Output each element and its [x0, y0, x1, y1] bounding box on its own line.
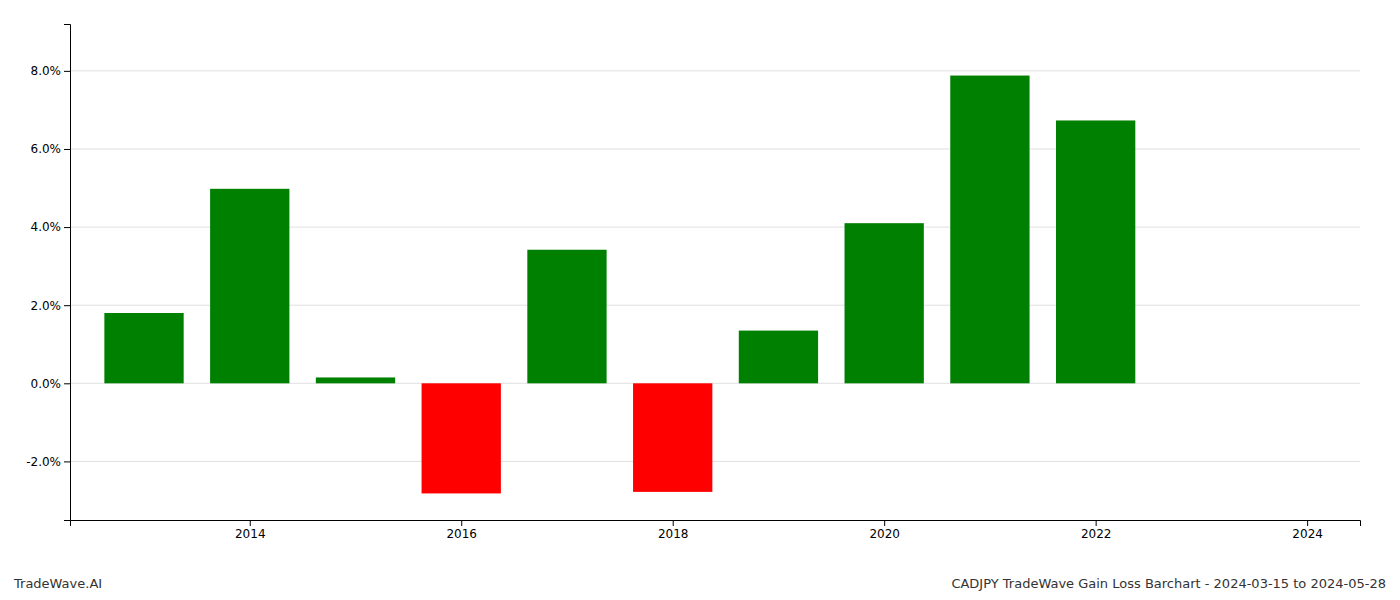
tick-mark [64, 71, 70, 72]
plot: -2.0% 0.0% 2.0% 4.0% 6.0% 8.0% 2014 2016 2018 202… [26, 25, 1360, 541]
tick-mark [64, 305, 70, 306]
y-tick: 6.0% [31, 142, 71, 156]
tick-mark [64, 383, 70, 384]
tick-label: 2.0% [31, 299, 62, 313]
tick-mark [1096, 520, 1097, 526]
tick-label: 2022 [1081, 527, 1112, 541]
chart: -2.0% 0.0% 2.0% 4.0% 6.0% 8.0% 2014 2016 2018 202… [0, 0, 1400, 600]
tick-mark [461, 520, 462, 526]
grid-line [70, 148, 1360, 149]
bar [104, 313, 183, 383]
y-axis: -2.0% 0.0% 2.0% 4.0% 6.0% 8.0% [26, 25, 70, 521]
x-tick: 2024 [1292, 520, 1323, 541]
bar [210, 189, 289, 383]
tick-mark [64, 149, 70, 150]
x-tick: 2020 [869, 520, 900, 541]
tick-mark [250, 520, 251, 526]
bars [104, 76, 1135, 494]
y-tick: 4.0% [31, 220, 71, 234]
tick-label: 2020 [869, 527, 900, 541]
bar [422, 383, 501, 493]
tick-label: -2.0% [26, 455, 61, 469]
tick-label: 2014 [235, 527, 266, 541]
y-tick: 2.0% [31, 299, 71, 313]
axis-line [71, 521, 1361, 527]
x-tick: 2014 [235, 520, 266, 541]
grid [70, 71, 1360, 462]
footer-left: TradeWave.AI [13, 576, 102, 591]
bar [1056, 120, 1135, 383]
bar [950, 76, 1029, 384]
x-tick: 2018 [658, 520, 689, 541]
tick-label: 8.0% [31, 64, 62, 78]
y-tick: 0.0% [31, 377, 71, 391]
tick-label: 6.0% [31, 142, 62, 156]
y-tick: -2.0% [26, 455, 70, 469]
axis-line [64, 25, 71, 521]
tick-label: 4.0% [31, 220, 62, 234]
bar [739, 331, 818, 384]
tick-label: 2016 [446, 527, 477, 541]
bar [316, 377, 395, 383]
tick-label: 0.0% [31, 377, 62, 391]
tick-mark [673, 520, 674, 526]
tick-label: 2018 [658, 527, 689, 541]
y-tick: 8.0% [31, 64, 71, 78]
footer: TradeWave.AI CADJPY TradeWave Gain Loss B… [13, 576, 1386, 591]
tick-label: 2024 [1292, 527, 1323, 541]
tick-mark [64, 227, 70, 228]
x-axis: 2014 2016 2018 2020 2022 2024 [71, 520, 1361, 541]
grid-line [70, 461, 1360, 462]
bar [633, 383, 712, 492]
tick-mark [1307, 520, 1308, 526]
tick-mark [884, 520, 885, 526]
x-tick: 2022 [1081, 520, 1112, 541]
x-tick: 2016 [446, 520, 477, 541]
bar [527, 250, 606, 384]
grid-line [70, 70, 1360, 71]
footer-right: CADJPY TradeWave Gain Loss Barchart - 20… [951, 576, 1386, 591]
bar [845, 223, 924, 383]
tick-mark [64, 461, 70, 462]
